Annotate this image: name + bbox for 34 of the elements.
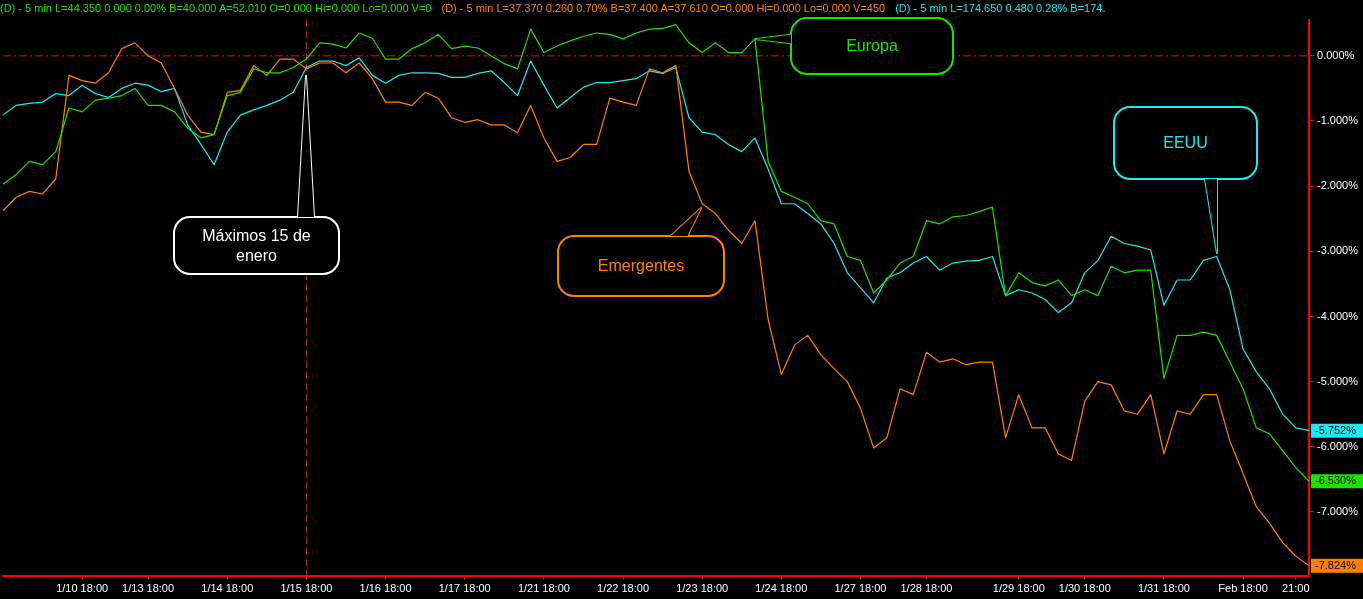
data-label: -5.752% <box>1315 423 1357 436</box>
x-tick-label: 1/22 18:00 <box>597 582 650 595</box>
y-tick-label: -5.000% <box>1317 374 1359 387</box>
x-tick-label: 1/21 18:00 <box>517 582 570 595</box>
text: (D) - 5 min L=44.350 0.000 0.00% B=40.000 A=52.010 O=0.000 Hi=0.000 Lo=0.000 V=0 <box>0 2 432 14</box>
y-tick-label: -6.000% <box>1317 439 1359 452</box>
x-tick-label: 1/15 18:00 <box>280 582 333 595</box>
annotation: Máximos 15 de enero <box>202 226 312 264</box>
y-tick-label: -7.000% <box>1317 504 1359 517</box>
x-tick-label: 1/14 18:00 <box>201 582 254 595</box>
x-tick-label: 1/27 18:00 <box>834 582 887 595</box>
y-tick-label: -3.000% <box>1317 244 1359 257</box>
x-tick-label: 1/17 18:00 <box>438 582 491 595</box>
x-tick-label: 1/28 18:00 <box>900 582 953 595</box>
data-label: -6.530% <box>1315 474 1357 487</box>
x-tick-label: 1/30 18:00 <box>1058 582 1111 595</box>
x-tick-label: 1/31 18:00 <box>1137 582 1190 595</box>
x-tick-label: 1/24 18:00 <box>755 582 808 595</box>
x-tick-label: Feb 18:00 <box>1218 582 1268 595</box>
y-tick-label: -1.000% <box>1317 114 1359 127</box>
y-tick-label: -2.000% <box>1317 179 1359 192</box>
x-tick-label: 1/16 18:00 <box>359 582 412 595</box>
x-tick-label: 21:00 <box>1282 582 1310 595</box>
x-tick-label: 1/29 18:00 <box>992 582 1045 595</box>
text: (D) - 5 min L=37.370 0.260 0.70% B=37.400 A=37.610 O=0.000 Hi=0.000 Lo=0.000 V=450 <box>441 2 886 14</box>
x-tick-label: 1/13 18:00 <box>122 582 175 595</box>
speech-bubble: Máximos 15 de enero <box>172 73 342 276</box>
text: (D) - 5 min L=174.650 0.480 0.28% B=174. <box>895 2 1106 14</box>
data-label: -7.824% <box>1315 558 1357 571</box>
x-tick-label: 1/10 18:00 <box>56 582 109 595</box>
x-tick-label: 1/23 18:00 <box>676 582 729 595</box>
speech-bubble: EEUU <box>1111 104 1259 255</box>
y-tick-label: 0.000% <box>1317 48 1355 61</box>
y-tick-label: -4.000% <box>1317 309 1359 322</box>
